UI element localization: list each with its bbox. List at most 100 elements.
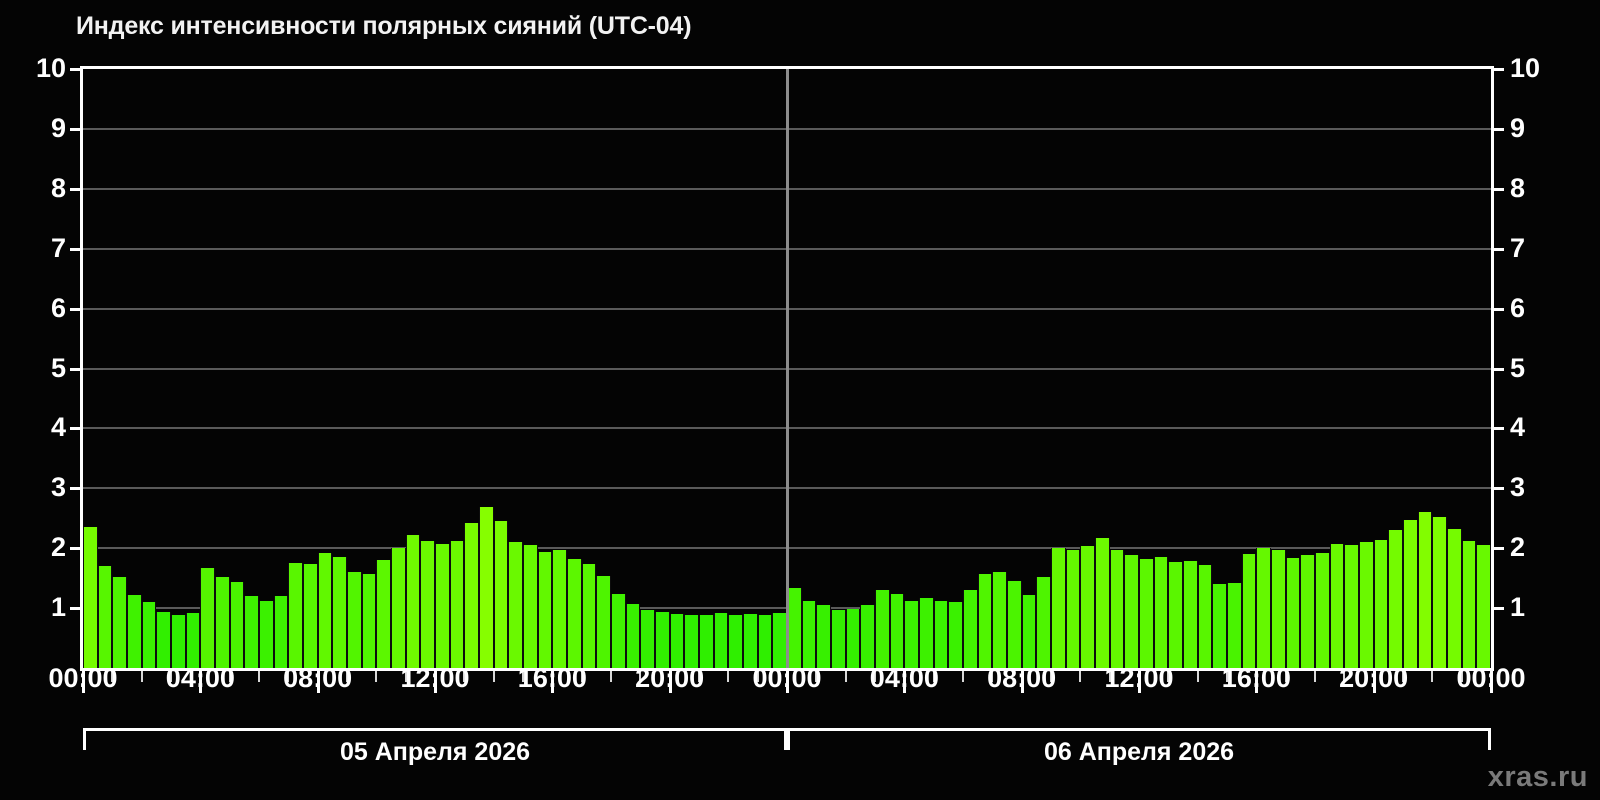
y-tick-label-left-1: 1 [50,592,66,623]
day-divider [786,69,789,668]
bar [1124,555,1139,668]
bar [933,600,949,668]
bar [1021,594,1037,668]
x-tick-minor [463,671,466,682]
day-bracket [83,728,787,750]
x-tick-minor [375,671,378,682]
bar [728,615,743,668]
bar [772,612,787,668]
x-tick-minor [610,671,612,682]
bar [405,535,421,668]
bar [1095,538,1110,668]
bar [156,612,171,668]
x-tick-minor [698,671,700,682]
y-tick-mark-right-7 [1491,247,1504,251]
bar [464,523,479,668]
bar [787,588,802,668]
bar [1417,512,1433,668]
bar [1153,557,1169,668]
day-bracket [787,728,1491,750]
x-tick-minor [287,671,290,682]
y-tick-label-right-1: 1 [1510,592,1526,623]
x-tick-minor [1402,671,1404,682]
bar [948,602,963,668]
bar [625,603,641,668]
bar [875,590,890,668]
bar [97,566,113,668]
y-tick-mark-right-9 [1491,127,1504,131]
y-tick-mark-left-1 [70,607,83,611]
bar [845,609,861,668]
x-tick-label: 12:00 [1104,663,1174,693]
x-tick-minor [492,671,495,682]
x-tick-minor [1431,671,1434,682]
x-tick-major [434,671,437,693]
y-tick-mark-left-10 [70,68,83,71]
y-tick-label-right-4: 4 [1510,412,1526,443]
bar [1197,564,1213,668]
x-tick-minor [258,671,260,682]
bar [537,552,553,668]
y-tick-label-left-7: 7 [50,232,66,263]
x-tick-label: 00:00 [752,663,822,693]
x-tick-label: 04:00 [869,663,939,693]
x-tick-label: 08:00 [987,663,1057,693]
bar [141,602,157,668]
bar [1432,517,1447,668]
x-tick-major [903,671,907,693]
bar [552,550,567,668]
bar [1183,561,1198,668]
y-tick-mark-left-9 [70,127,83,131]
x-tick-major [1372,671,1376,693]
bar [992,572,1007,668]
bar [977,573,993,668]
x-tick-label: 04:00 [165,663,235,693]
y-tick-mark-left-5 [70,367,83,371]
bar [596,576,611,668]
bar [684,615,699,668]
y-tick-mark-left-2 [70,547,83,551]
x-tick-label: 20:00 [635,663,705,693]
x-tick-minor [1284,671,1287,682]
x-tick-label: 16:00 [1221,663,1291,693]
y-tick-label-left-10: 10 [35,53,66,83]
bar [435,544,450,668]
x-tick-minor [844,671,847,682]
bar [699,615,714,668]
bar [816,605,831,668]
x-tick-major [316,671,320,693]
bar [1212,584,1227,668]
bar [611,594,626,668]
x-tick-minor [756,671,759,682]
x-tick-minor [1050,671,1052,682]
page-title: Индекс интенсивности полярных сияний (UT… [76,12,692,40]
bar [523,545,538,668]
bar [919,597,934,668]
bar [640,609,655,668]
day-label: 06 Апреля 2026 [1043,738,1235,766]
x-tick-minor [1167,671,1170,682]
bar [1109,550,1125,668]
x-tick-label: 08:00 [283,663,353,693]
bar [317,553,333,668]
plot-bottom-border [80,668,1494,671]
bar [391,548,406,668]
bar [303,564,318,668]
day-label: 05 Апреля 2026 [339,738,531,766]
bar [215,576,230,668]
y-tick-label-left-5: 5 [50,352,66,383]
bar [1271,550,1286,668]
y-tick-mark-left-3 [70,487,83,491]
y-tick-label-left-3: 3 [50,472,66,503]
bar [420,541,435,668]
y-tick-label-right-7: 7 [1510,232,1526,263]
x-tick-major [668,671,672,693]
x-tick-minor [1314,671,1316,682]
bar [713,612,729,668]
bar [1315,553,1330,668]
bar-series [83,69,1491,668]
bar [1227,582,1242,668]
bar [508,542,523,668]
x-tick-minor [639,671,642,682]
